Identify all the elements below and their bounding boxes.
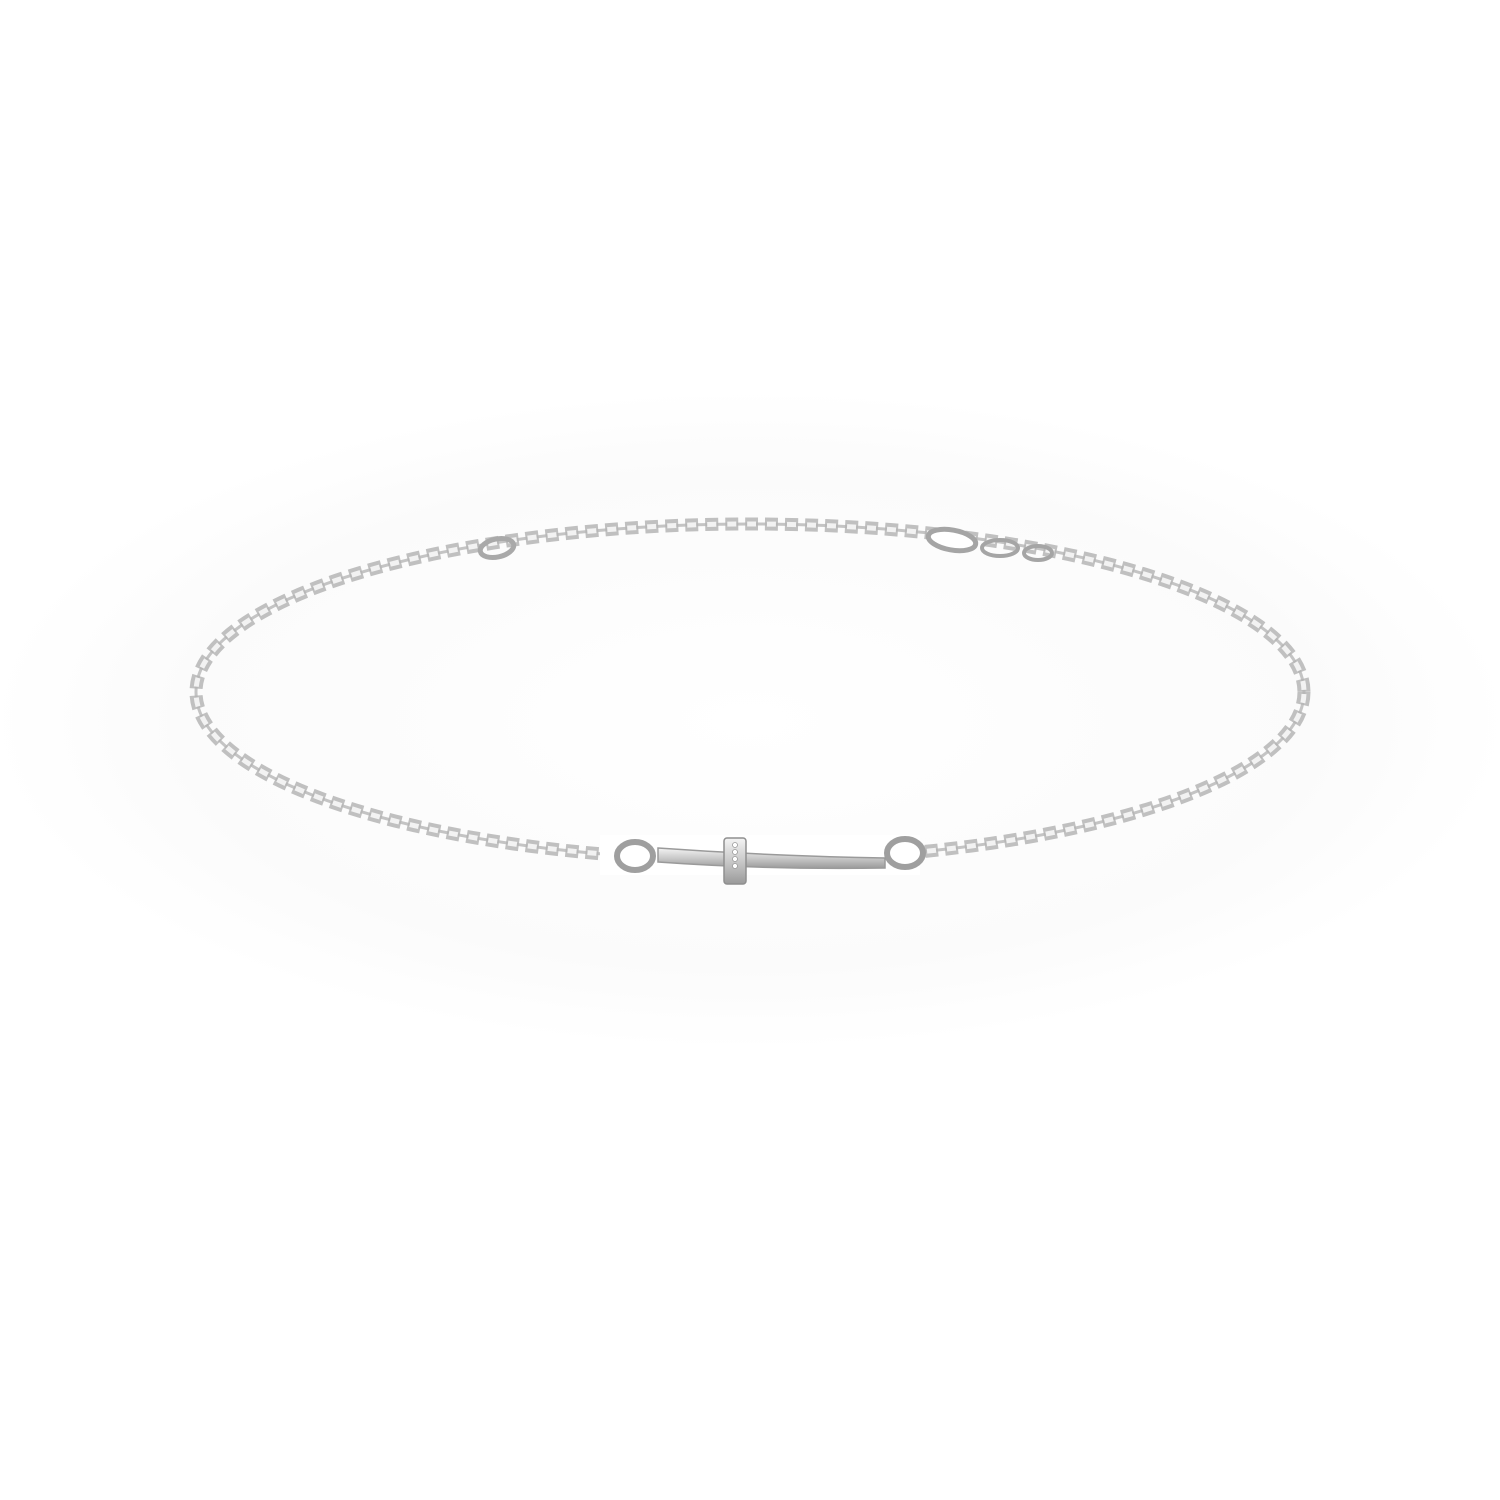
bracelet — [189, 517, 1311, 885]
clasp-ring — [980, 538, 1020, 558]
jump-ring — [477, 536, 517, 560]
floor-shade — [0, 390, 1500, 1050]
pendant-ring-left — [614, 839, 656, 873]
pendant-stones — [732, 842, 738, 869]
pendant-ring-right — [884, 836, 926, 870]
clasp-body — [925, 526, 979, 554]
clasp — [925, 526, 1054, 562]
clasp-tag — [1022, 544, 1054, 562]
pendant — [600, 835, 926, 885]
